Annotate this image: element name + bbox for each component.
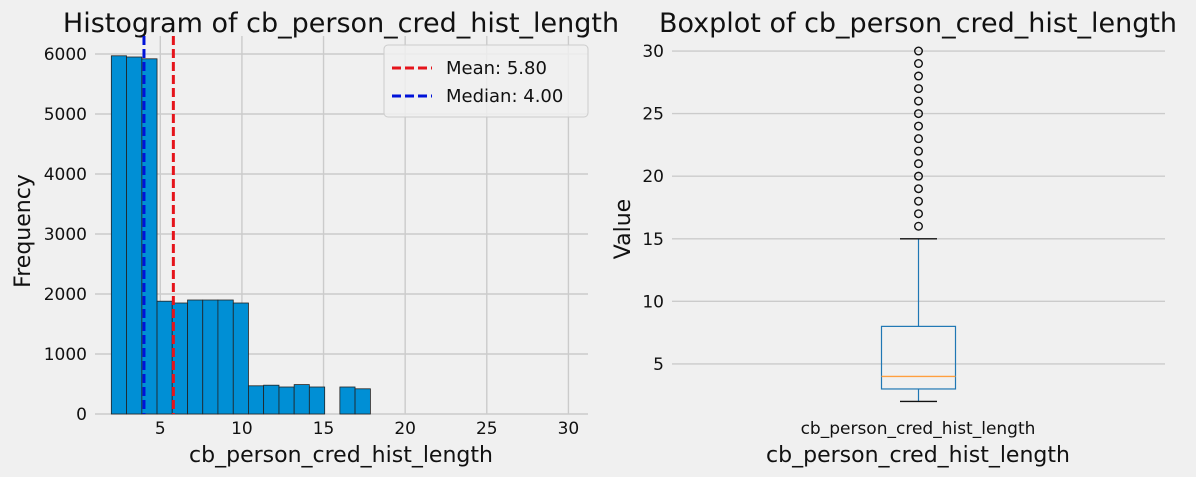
histogram-panel: Histogram of cb_person_cred_hist_length … [11,8,619,468]
outlier-point [914,209,924,219]
outlier-point [914,109,924,119]
histogram-bar [354,388,371,415]
boxplot-y-axis-label: Value [611,199,636,259]
histogram-bar [248,385,265,415]
outlier-point [914,59,924,69]
boxplot-y-tick-label: 5 [653,355,664,375]
legend-box [383,44,589,118]
histogram-x-tick-label: 5 [155,419,166,439]
histogram-x-tick-label: 20 [394,419,416,439]
outlier-point [914,196,924,206]
boxplot-y-ticks: 5 10 15 20 25 30 [642,42,664,375]
boxplot-outliers [914,46,924,231]
histogram-bar [232,302,249,415]
outlier-point [914,71,924,81]
histogram-y-tick-label: 5000 [44,105,87,125]
outlier-point [914,146,924,156]
histogram-x-tick-label: 30 [558,419,580,439]
legend-mean-label: Mean: 5.80 [446,58,547,79]
histogram-bars [110,55,371,415]
histogram-legend: Mean: 5.80 Median: 4.00 [383,44,589,118]
outlier-point [914,84,924,94]
histogram-y-axis-label: Frequency [11,174,36,288]
boxplot-category-tick: cb_person_cred_hist_length [801,419,1036,439]
histogram-x-axis-label: cb_person_cred_hist_length [189,443,493,468]
outlier-point [914,159,924,169]
histogram-bar [202,299,219,415]
histogram-bar [187,299,204,415]
histogram-x-tick-label: 25 [476,419,498,439]
histogram-x-ticks: 5 10 15 20 25 30 [155,419,579,439]
boxplot-panel: Boxplot of cb_person_cred_hist_length 5 1… [611,8,1177,468]
histogram-y-tick-label: 2000 [44,285,87,305]
histogram-bar [126,56,143,415]
outlier-point [914,96,924,106]
boxplot-y-tick-label: 25 [642,105,664,125]
outlier-point [914,46,924,56]
histogram-bar [278,386,295,415]
histogram-y-tick-label: 6000 [44,45,87,65]
boxplot-title: Boxplot of cb_person_cred_hist_length [659,8,1177,39]
outlier-point [914,134,924,144]
boxplot-marks [880,238,957,403]
boxplot-y-tick-label: 10 [642,292,664,312]
histogram-reference-lines [142,36,175,414]
histogram-bar [263,384,280,415]
boxplot-y-tick-label: 30 [642,42,664,62]
histogram-bar [141,58,158,415]
histogram-bar [293,384,310,415]
histogram-bar [171,302,188,415]
boxplot-y-tick-label: 20 [642,167,664,187]
legend-median-label: Median: 4.00 [446,86,563,107]
histogram-y-ticks: 0 1000 2000 3000 4000 5000 6000 [44,45,87,425]
histogram-title: Histogram of cb_person_cred_hist_length [63,8,619,39]
histogram-bar [217,299,234,415]
histogram-y-tick-label: 0 [76,405,87,425]
histogram-bar [339,386,356,415]
outlier-point [914,171,924,181]
outlier-point [914,184,924,194]
outlier-point [914,221,924,231]
histogram-bar [156,300,173,415]
interquartile-box [880,325,957,390]
histogram-x-tick-label: 15 [313,419,335,439]
histogram-bar [110,55,127,415]
histogram-x-tick-label: 10 [231,419,253,439]
histogram-y-tick-label: 1000 [44,345,87,365]
histogram-bar [308,386,326,415]
boxplot-x-axis-label: cb_person_cred_hist_length [766,443,1070,468]
outlier-point [914,121,924,131]
boxplot-y-tick-label: 15 [642,230,664,250]
histogram-y-tick-label: 3000 [44,225,87,245]
histogram-y-tick-label: 4000 [44,165,87,185]
